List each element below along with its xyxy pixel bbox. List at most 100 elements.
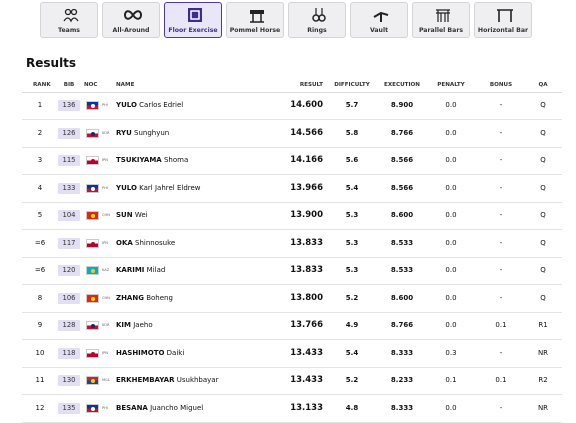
column-header: RESULT (299, 82, 323, 88)
given-name: Shoma (163, 156, 189, 164)
column-header: NOC (84, 82, 98, 88)
event-tab[interactable]: Pommel Horse (226, 2, 284, 38)
difficulty: 4.8 (345, 403, 359, 412)
surname: ERKHEMBAYAR (116, 376, 175, 384)
penalty: 0.0 (445, 128, 457, 137)
difficulty: 4.9 (345, 321, 359, 329)
bonus: - (499, 156, 503, 164)
penalty: 0.1 (445, 376, 457, 384)
result-row[interactable]: 11 130 MGL ERKHEMBAYAR Usukhbayar 13.433 5.2 8… (22, 367, 562, 395)
result: 13.833 (290, 265, 323, 275)
athlete-name: RYU Sunghyun (116, 120, 169, 147)
qualification: R1 (538, 321, 548, 329)
tab-label: Teams (58, 27, 80, 34)
difficulty: 5.8 (345, 128, 359, 137)
event-tab[interactable]: Rings (288, 2, 346, 38)
tab-icon (250, 10, 264, 23)
qualification: R2 (538, 376, 548, 384)
result-row[interactable]: 12 135 PHI BESANA Juancho Miguel 13.133 4.8 8.… (22, 395, 562, 423)
given-name: Sunghyun (134, 128, 170, 137)
surname: SUN (116, 211, 133, 219)
tab-label: Pommel Horse (229, 27, 281, 34)
bib: 106 (58, 292, 80, 304)
result: 13.766 (290, 320, 323, 330)
execution: 8.566 (390, 183, 414, 192)
result-row[interactable]: 3 115 JPN TSUKIYAMA Shoma 14.166 5.6 8.566 0.0 -… (22, 147, 562, 175)
event-tab[interactable]: Floor Exercise (164, 2, 222, 38)
difficulty: 5.4 (345, 183, 359, 192)
rank: 3 (37, 156, 43, 164)
flag (86, 238, 99, 248)
athlete-name: YULO Carlos Edriel (116, 92, 183, 119)
result-row[interactable]: 1 136 PHI YULO Carlos Edriel 14.600 5.7 8.900 0… (22, 92, 562, 120)
table-header (22, 77, 562, 93)
result: 13.966 (290, 182, 323, 193)
bonus: - (499, 403, 503, 412)
bonus: - (499, 183, 503, 192)
flag-emblem (91, 241, 95, 246)
tab-label: Parallel Bars (418, 27, 464, 34)
athlete-name: YULO Karl Jahrel Eldrew (116, 175, 201, 202)
difficulty: 5.6 (345, 156, 359, 164)
flag (86, 211, 99, 220)
surname: ZHANG (116, 293, 144, 302)
result-row[interactable]: =6 117 JPN OKA Shinnosuke 13.833 5.3 8.533 0.0 -… (22, 230, 562, 258)
tab-label: Rings (307, 27, 327, 34)
bonus: - (499, 128, 503, 137)
tab-icon (497, 9, 513, 22)
given-name: Jaeho (133, 321, 153, 329)
penalty: 0.0 (445, 101, 457, 109)
difficulty: 5.2 (345, 376, 359, 384)
given-name: Juancho Miguel (150, 403, 204, 412)
rank: 5 (37, 211, 43, 219)
result-row[interactable]: 8 106 CHN ZHANG Boheng 13.800 5.2 8.600 0.0 - Q (22, 285, 562, 313)
athlete-name: ERKHEMBAYAR Usukhbayar (116, 367, 218, 394)
event-tab[interactable]: Parallel Bars (412, 2, 470, 38)
column-header: DIFFICULTY (334, 82, 370, 88)
penalty: 0.0 (445, 266, 457, 274)
result: 13.133 (290, 402, 323, 413)
execution: 8.333 (390, 348, 414, 357)
surname: KIM (116, 321, 131, 329)
result-row[interactable]: 4 133 PHI YULO Karl Jahrel Eldrew 13.966 5.4 8… (22, 175, 562, 203)
result-row[interactable]: 2 126 KOR RYU Sunghyun 14.566 5.8 8.766 0.0 - Q (22, 120, 562, 148)
execution: 8.566 (390, 156, 414, 164)
bib: 130 (58, 375, 80, 386)
noc-code: KOR (102, 130, 110, 135)
qualification: NR (537, 348, 549, 357)
tab-label: All-Around (112, 27, 150, 34)
flag-emblem (91, 159, 95, 163)
column-header: BIB (63, 82, 75, 88)
flag (86, 183, 99, 193)
column-header: EXECUTION (384, 82, 420, 88)
penalty: 0.0 (445, 156, 457, 164)
surname: YULO (116, 183, 137, 192)
surname: BESANA (116, 403, 148, 412)
rank: =6 (34, 238, 46, 247)
tab-icon (436, 9, 450, 22)
result-row[interactable]: =6 120 KAZ KARIMI Milad 13.833 5.3 8.533 0.0 - Q (22, 257, 562, 285)
flag-emblem (91, 186, 95, 191)
event-tab[interactable]: Vault (350, 2, 408, 38)
flag (86, 101, 99, 110)
flag-emblem (91, 296, 95, 301)
noc-code: PHI (102, 185, 108, 190)
flag-emblem (91, 214, 95, 218)
event-tab[interactable]: Horizontal Bar (474, 2, 532, 38)
noc-code: JPN (102, 158, 108, 162)
event-tab[interactable]: Teams (40, 2, 98, 38)
flag (86, 156, 99, 165)
surname: KARIMI (116, 266, 145, 274)
column-header: BONUS (489, 82, 513, 88)
result-row[interactable]: 9 128 KOR KIM Jaeho 13.766 4.9 8.766 0.0 0.1 R1 (22, 312, 562, 340)
rank: 12 (35, 403, 45, 412)
flag-emblem (91, 324, 95, 328)
execution: 8.600 (390, 293, 414, 302)
execution: 8.600 (390, 211, 414, 219)
surname: OKA (116, 238, 133, 247)
event-tab[interactable]: All-Around (102, 2, 160, 38)
given-name: Karl Jahrel Eldrew (139, 183, 201, 192)
execution: 8.766 (390, 321, 414, 329)
result-row[interactable]: 5 104 CHN SUN Wei 13.900 5.3 8.600 0.0 - Q (22, 202, 562, 230)
result-row[interactable]: 10 118 JPN HASHIMOTO Daiki 13.433 5.4 8.333 0.3… (22, 340, 562, 368)
